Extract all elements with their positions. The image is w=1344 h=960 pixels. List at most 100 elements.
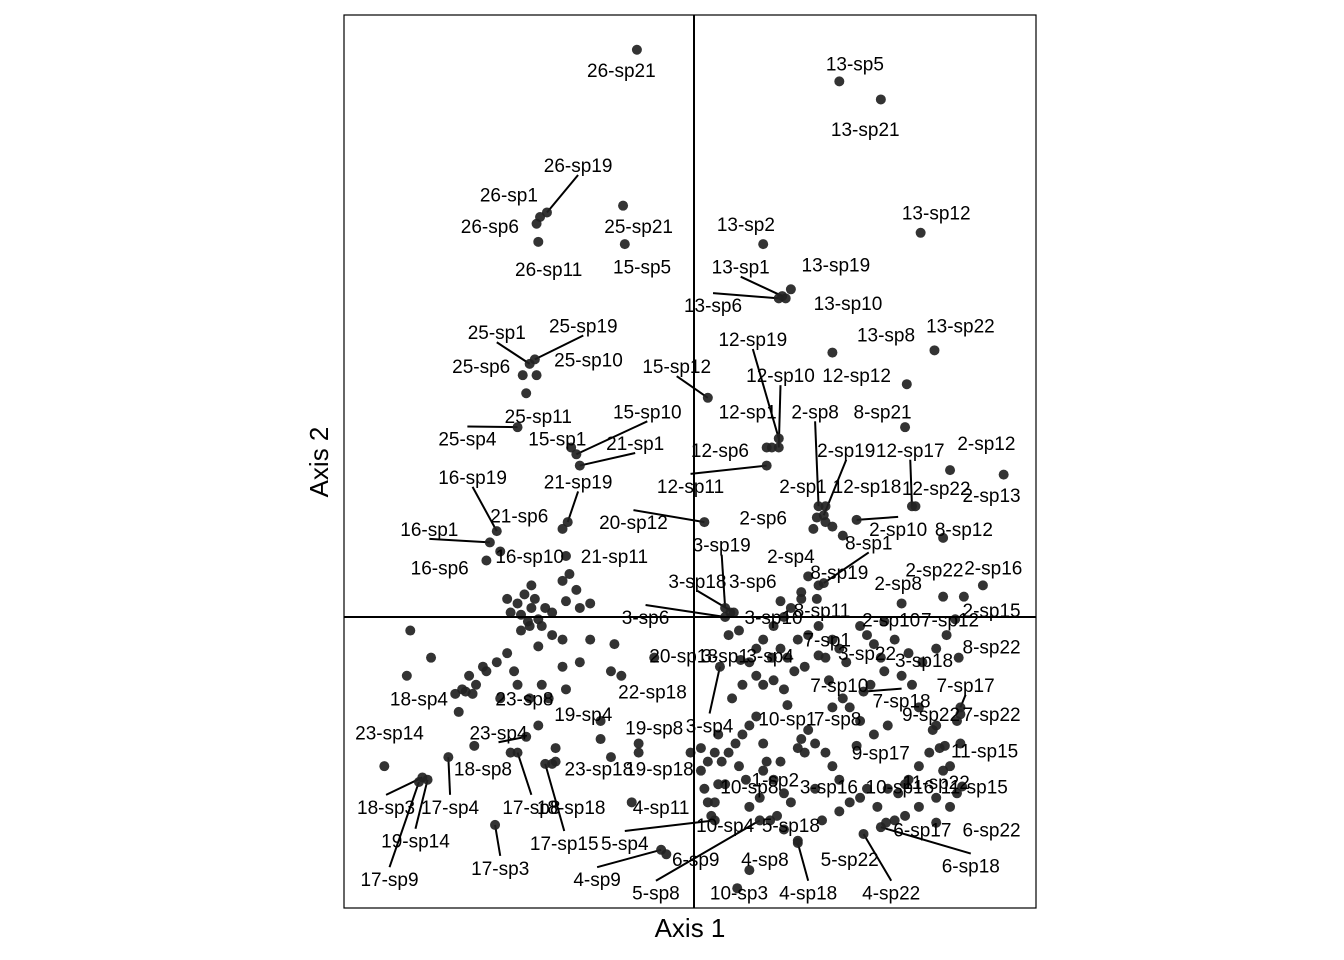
leader-line-13-sp1 — [740, 275, 783, 297]
data-point — [879, 666, 890, 677]
leader-line-7-sp18 — [863, 687, 902, 693]
data-point-13-sp2 — [758, 239, 769, 250]
data-point-18-sp8 — [469, 740, 480, 751]
data-point-2-sp16 — [977, 580, 988, 591]
leader-line-19-sp14 — [414, 779, 429, 829]
x-axis-label: Axis 1 — [655, 913, 726, 943]
leader-line-21-sp1 — [579, 452, 636, 467]
data-point — [744, 720, 755, 731]
leader-lines — [385, 174, 972, 882]
data-point — [505, 607, 516, 618]
point-label: 7-sp8 — [814, 710, 862, 731]
point-label: 12-sp10 — [746, 366, 815, 387]
point-label: 12-sp12 — [822, 366, 891, 387]
data-point — [730, 738, 741, 749]
data-point-16-sp1 — [484, 537, 495, 548]
data-point — [524, 621, 535, 632]
point-label: 18-sp3 — [357, 798, 415, 819]
data-point — [900, 810, 911, 821]
data-point-1-sp2 — [758, 765, 769, 776]
data-point — [817, 815, 828, 826]
leader-line-12-sp17 — [909, 459, 913, 507]
data-point-12-sp18 — [820, 501, 831, 512]
data-point-3-sp18 — [875, 652, 886, 663]
data-point — [713, 729, 724, 740]
point-label: 5-sp4 — [601, 834, 649, 855]
data-point — [481, 666, 492, 677]
point-label: 15-sp5 — [613, 258, 671, 279]
data-point-2-sp4 — [796, 587, 807, 598]
point-label: 8-sp22 — [963, 637, 1021, 658]
data-point — [560, 596, 571, 607]
data-point-17-sp4 — [443, 752, 454, 763]
data-point-25-sp19 — [529, 354, 540, 365]
point-label: 16-sp10 — [495, 547, 564, 568]
data-point-11-sp15 — [939, 740, 950, 751]
data-point-21-sp11 — [560, 550, 571, 561]
leader-line-17-sp3 — [494, 824, 502, 857]
point-label: 12-sp17 — [876, 441, 945, 462]
point-label: 26-sp6 — [461, 217, 519, 238]
data-point-26-sp11 — [533, 236, 544, 247]
data-point — [550, 743, 561, 754]
data-point-16-sp19 — [491, 526, 502, 537]
data-point — [882, 783, 893, 794]
data-point — [931, 643, 942, 654]
data-point-25-sp11 — [521, 388, 532, 399]
data-point — [754, 792, 765, 803]
leader-line-20-sp12 — [633, 509, 705, 524]
data-point-4-sp18 — [792, 838, 803, 848]
point-label: 2-sp10 — [869, 520, 927, 541]
data-point-20-sp12 — [699, 517, 710, 528]
point-label: 3-sp19 — [693, 536, 751, 557]
data-point — [533, 641, 544, 652]
point-label: 23-sp14 — [355, 723, 424, 744]
data-point — [464, 670, 475, 681]
point-label: 3-sp16 — [800, 778, 858, 799]
data-point-2-sp12 — [945, 465, 956, 476]
data-point-18-sp4 — [457, 684, 468, 695]
data-point — [758, 679, 769, 690]
data-point — [889, 634, 900, 645]
leader-line-21-sp19 — [566, 491, 580, 523]
point-label: 5-sp8 — [632, 884, 680, 905]
data-point — [862, 630, 872, 641]
point-label: 10-sp4 — [696, 816, 755, 837]
point-label: 17-sp8 — [502, 798, 560, 819]
data-point-21-sp19 — [562, 517, 573, 528]
point-label: 15-sp12 — [642, 357, 711, 378]
point-label: 25-sp1 — [468, 323, 526, 344]
data-point-17-sp9 — [413, 776, 424, 787]
data-point — [751, 670, 762, 681]
data-point-5-sp18 — [772, 810, 783, 821]
point-label: 12-sp11 — [657, 477, 724, 498]
point-label: 26-sp19 — [544, 156, 613, 177]
data-point-13-sp19 — [785, 284, 796, 295]
point-label: 17-sp15 — [530, 834, 599, 855]
point-label: 7-sp17 — [937, 676, 995, 697]
data-point — [917, 657, 928, 668]
data-point-8-sp21 — [900, 422, 911, 433]
data-point — [882, 720, 893, 731]
data-point — [740, 774, 751, 785]
leader-line-2-sp8 — [814, 421, 820, 507]
data-point-17-sp3 — [490, 819, 501, 830]
point-label: 2-sp1 — [779, 477, 827, 498]
data-point — [727, 693, 738, 704]
data-point — [723, 747, 734, 758]
data-point-12-sp19 — [773, 433, 784, 444]
point-label: 13-sp22 — [926, 316, 995, 337]
data-point-13-sp5 — [834, 76, 845, 87]
point-label: 3-sp18 — [895, 651, 953, 672]
data-point-20-sp18 — [649, 652, 660, 663]
data-point — [785, 797, 796, 808]
point-label: 8-sp21 — [854, 402, 912, 423]
data-point-2-sp1 — [811, 512, 822, 523]
data-point-3-sp16 — [810, 783, 821, 794]
data-point-25-sp21 — [618, 200, 629, 211]
point-label: 18-sp4 — [390, 689, 449, 710]
data-point-25-sp4 — [512, 422, 523, 433]
data-point — [585, 598, 596, 609]
plot-frame — [343, 14, 1037, 909]
leader-line-3-sp19 — [720, 554, 727, 609]
